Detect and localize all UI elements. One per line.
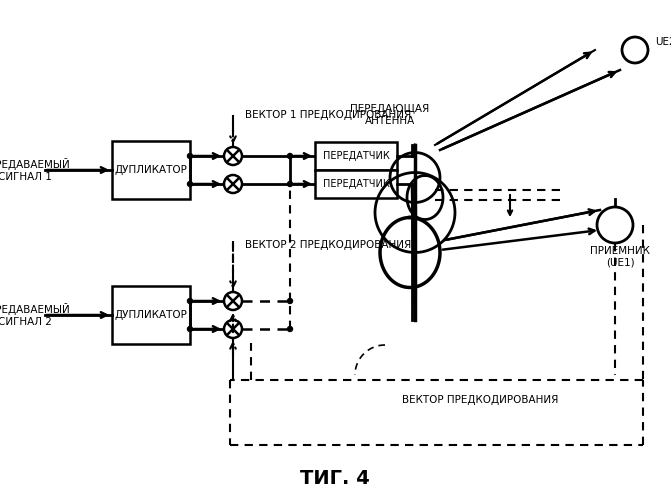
Circle shape [187, 182, 193, 186]
Bar [112, 286, 190, 344]
Text: ΤИГ. 4: ΤИГ. 4 [300, 468, 370, 487]
Text: ДУПЛИКАТОР: ДУПЛИКАТОР [115, 310, 187, 320]
Text: ПЕРЕДАВАЕМЫЙ
СИГНАЛ 1: ПЕРЕДАВАЕМЫЙ СИГНАЛ 1 [0, 158, 69, 182]
Circle shape [287, 298, 293, 304]
Circle shape [287, 182, 293, 186]
Text: ДУПЛИКАТОР: ДУПЛИКАТОР [115, 165, 187, 175]
Text: ПЕРЕДАЮЩАЯ
АНТЕННА: ПЕРЕДАЮЩАЯ АНТЕННА [350, 104, 429, 126]
Circle shape [622, 37, 648, 63]
Circle shape [287, 326, 293, 332]
Circle shape [224, 320, 242, 338]
Text: ПЕРЕДАТЧИК: ПЕРЕДАТЧИК [323, 179, 389, 189]
Circle shape [224, 175, 242, 193]
Circle shape [187, 154, 193, 158]
Circle shape [224, 292, 242, 310]
Text: ВЕКТОР 1 ПРЕДКОДИРОВАНИЯ: ВЕКТОР 1 ПРЕДКОДИРОВАНИЯ [245, 110, 411, 120]
Circle shape [187, 326, 193, 332]
Text: ПЕРЕДАТЧИК: ПЕРЕДАТЧИК [323, 151, 389, 161]
Text: ПЕРЕДАВАЕМЫЙ
СИГНАЛ 2: ПЕРЕДАВАЕМЫЙ СИГНАЛ 2 [0, 303, 69, 327]
Bar [315, 142, 397, 170]
Bar [315, 170, 397, 198]
Text: ПРИЕМНИК
(UE1): ПРИЕМНИК (UE1) [590, 246, 650, 268]
Circle shape [287, 154, 293, 158]
Text: ВЕКТОР ПРЕДКОДИРОВАНИЯ: ВЕКТОР ПРЕДКОДИРОВАНИЯ [402, 395, 558, 405]
Circle shape [187, 298, 193, 304]
Text: UE2: UE2 [655, 37, 671, 47]
Circle shape [597, 207, 633, 243]
Bar [112, 141, 190, 199]
Circle shape [224, 147, 242, 165]
Text: ВЕКТОР 2 ПРЕДКОДИРОВАНИЯ: ВЕКТОР 2 ПРЕДКОДИРОВАНИЯ [245, 240, 411, 250]
